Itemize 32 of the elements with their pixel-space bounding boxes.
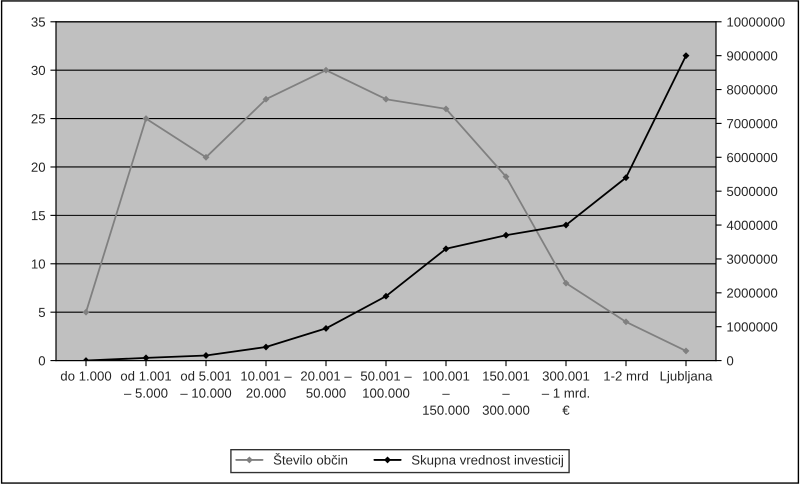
x-tick-label: od 1.001 – 5.000 [120,370,172,398]
x-tick-label: 20.001 – 50.000 [300,371,352,398]
y-tick-label: 20 [32,162,46,172]
y-tick-label: 0 [38,356,46,366]
legend-label: Število občin [274,453,348,465]
y2-tick-label: 10000000 [727,17,785,27]
y2-tick-label: 4000000 [726,220,778,230]
y-tick-label: 30 [31,66,46,76]
y2-tick-label: 0 [726,356,734,366]
y-tick-label: 5 [38,308,46,318]
y-tick-label: 15 [32,211,46,220]
y2-tick-label: 2000000 [727,288,778,298]
x-tick-label: 10.001 – 20.000 [241,371,292,398]
y-tick-label: 25 [32,114,46,124]
y2-tick-label: 8000000 [726,85,778,94]
x-tick-label: 300.001 – 1 mrd. € [542,371,590,415]
y2-tick-label: 6000000 [727,152,778,162]
y2-tick-label: 9000000 [727,51,778,61]
x-tick-label: do 1.000 [60,370,112,381]
y2-tick-label: 7000000 [727,118,778,128]
x-tick-label: 100.001 – 150.000 [423,371,470,415]
y-tick-label: 35 [31,17,46,27]
x-tick-label: Ljubljana [660,370,712,384]
x-tick-label: 1-2 mrd [604,370,648,381]
y2-tick-label: 1000000 [727,322,778,332]
legend-label: Skupna vrednost investicij [412,454,563,468]
x-tick-label: 150.001 – 300.000 [482,371,530,415]
x-tick-label: 50.001 – 100.000 [360,371,412,398]
y2-tick-label: 3000000 [726,254,778,264]
y-tick-label: 10 [32,259,46,269]
y2-tick-label: 5000000 [726,186,778,196]
x-tick-label: od 5.001 – 10.000 [180,370,232,398]
